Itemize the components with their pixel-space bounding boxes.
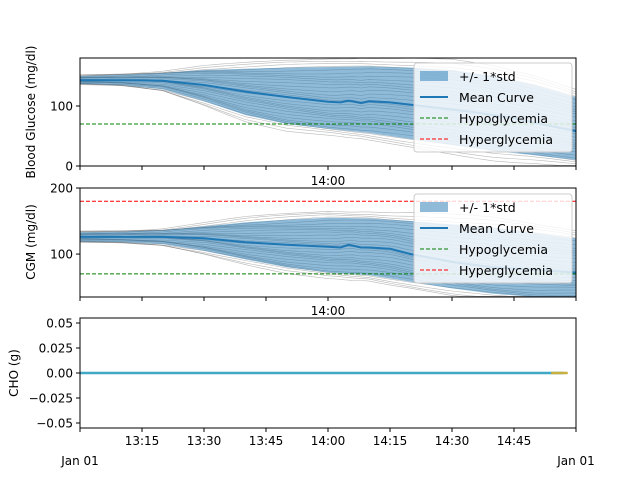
y-tick-label: −0.05	[36, 417, 73, 431]
y-tick-label: 0.00	[46, 367, 73, 381]
legend-hypo-label: Hypoglycemia	[459, 111, 548, 126]
y-tick-label: 100	[50, 248, 73, 262]
y-ticks: −0.05 −0.025 0.00 0.025 0.05	[29, 317, 80, 431]
legend-mean-label: Mean Curve	[459, 221, 534, 236]
legend: +/- 1*std Mean Curve Hypoglycemia Hyperg…	[413, 62, 573, 153]
patient-trace	[80, 83, 576, 163]
legend-std-swatch	[420, 202, 448, 212]
y-axis-label: CHO (g)	[7, 349, 21, 397]
legend-std-label: +/- 1*std	[459, 69, 516, 84]
x-ticks: 13:15 13:30 13:45 14:00 14:15 14:30 14:45	[79, 428, 577, 448]
shared-x-tick-label: 14:00	[311, 304, 346, 318]
blood-glucose-panel: 0 100 Blood Glucose (mg/dl) 14:00 +/- 1*s…	[24, 46, 577, 188]
legend-box	[413, 62, 573, 153]
legend-hypo-label: Hypoglycemia	[459, 242, 548, 257]
y-tick-label: 0.05	[46, 317, 73, 331]
shared-x-tick-label: 14:00	[311, 174, 346, 188]
x-tick-label: 14:00	[311, 434, 346, 448]
y-tick-label: 200	[50, 182, 73, 196]
legend: +/- 1*std Mean Curve Hypoglycemia Hyperg…	[413, 193, 573, 284]
cgm-panel: 100 200 CGM (mg/dl) 14:00 +/- 1*std Mean …	[24, 182, 577, 318]
x-tick-label: 14:45	[497, 434, 532, 448]
legend-std-swatch	[420, 71, 448, 81]
legend-std-label: +/- 1*std	[459, 200, 516, 215]
x-tick-label: 13:15	[125, 434, 160, 448]
x-tick-label: 14:15	[373, 434, 408, 448]
legend-box	[413, 193, 573, 284]
x-tick-label: 14:30	[435, 434, 470, 448]
y-ticks: 0 100	[50, 100, 80, 174]
y-tick-label: 0	[65, 160, 73, 174]
y-axis-label: Blood Glucose (mg/dl)	[24, 46, 38, 179]
x-ticks	[79, 166, 577, 170]
x-end-date-label: Jan 01	[556, 454, 595, 468]
y-ticks: 100 200	[50, 182, 80, 262]
legend-hyper-label: Hyperglycemia	[459, 132, 553, 147]
y-tick-label: −0.025	[29, 392, 73, 406]
x-tick-label: 13:45	[249, 434, 284, 448]
cho-panel: −0.05 −0.025 0.00 0.025 0.05 13:15 13:30 13:45…	[7, 317, 595, 469]
legend-mean-label: Mean Curve	[459, 90, 534, 105]
legend-hyper-label: Hyperglycemia	[459, 263, 553, 278]
x-tick-label: 13:30	[187, 434, 222, 448]
y-axis-label: CGM (mg/dl)	[24, 204, 38, 280]
y-tick-label: 100	[50, 100, 73, 114]
y-tick-label: 0.025	[39, 342, 73, 356]
x-ticks	[79, 297, 577, 301]
x-start-date-label: Jan 01	[60, 454, 99, 468]
